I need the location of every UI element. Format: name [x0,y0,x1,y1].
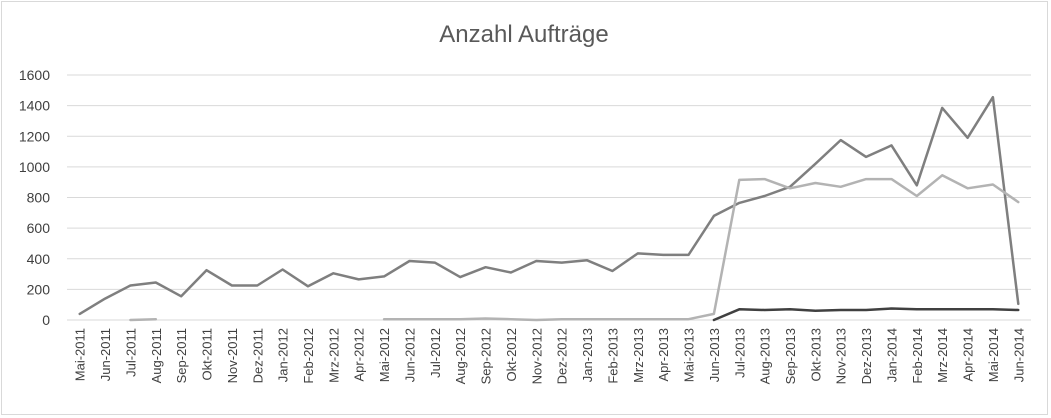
x-tick-label: Jun-2011 [98,328,113,381]
gridlines [67,74,1031,321]
x-tick-label: Aug-2011 [149,328,164,383]
x-tick-label: Jun-2014 [1011,328,1026,382]
x-tick-label: Feb-2012 [301,328,316,384]
x-tick-label: Nov-2011 [225,328,240,383]
x-tick-label: Mrz-2013 [631,328,646,383]
x-tick-label: Mai-2012 [377,328,392,382]
x-tick-label: Okt-2013 [808,328,823,381]
x-tick-label: Okt-2011 [200,328,215,381]
x-tick-label: Jun-2013 [707,328,722,382]
x-tick-label: Jul-2012 [428,328,443,378]
y-tick-label: 1200 [19,128,50,144]
x-tick-label: Jan-2014 [884,328,899,382]
x-tick-label: Mrz-2014 [935,328,950,383]
x-axis-ticks: Mai-2011 Jun-2011 Jul-2011 Aug-2011 Sep-2011… [73,328,1027,384]
x-tick-label: Mai-2013 [682,328,697,382]
x-tick-label: Sep-2013 [783,328,798,384]
series-lines [78,95,1020,322]
x-tick-label: Feb-2013 [605,328,620,384]
x-tick-label: Dez-2012 [555,328,570,384]
x-tick-label: Feb-2014 [910,328,925,384]
x-tick-label: Apr-2012 [352,328,367,381]
x-tick-label: Jan-2012 [276,328,291,382]
x-tick-label: Jul-2013 [732,328,747,378]
x-tick-label: Mai-2011 [73,328,88,381]
x-tick-label: Sep-2012 [479,328,494,384]
y-tick-label: 400 [27,251,51,267]
x-tick-label: Apr-2014 [961,328,976,381]
series-line-1 [78,95,1020,316]
x-tick-label: Sep-2011 [174,328,189,383]
x-tick-label: Dez-2013 [859,328,874,384]
y-tick-label: 1400 [19,98,50,114]
x-tick-label: Apr-2013 [656,328,671,381]
series-line-3 [712,307,1020,322]
x-tick-label: Nov-2012 [529,328,544,384]
x-tick-label: Dez-2011 [250,328,265,383]
x-tick-label: Aug-2012 [453,328,468,384]
x-tick-label: Okt-2012 [504,328,519,381]
y-axis-ticks: 0 200 400 600 800 1000 1200 1400 1600 [19,67,50,328]
y-tick-label: 800 [27,190,51,206]
x-tick-label: Nov-2013 [834,328,849,384]
x-tick-label: Jul-2011 [123,328,138,377]
series-line-2 [129,174,1020,322]
chart-title: Anzahl Aufträge [439,21,608,48]
x-tick-label: Mai-2014 [986,328,1001,382]
y-tick-label: 0 [42,312,50,328]
y-tick-label: 200 [27,281,51,297]
y-tick-label: 600 [27,220,51,236]
y-tick-label: 1000 [19,159,50,175]
y-tick-label: 1600 [19,67,50,83]
x-tick-label: Aug-2013 [758,328,773,384]
x-tick-label: Jan-2013 [580,328,595,382]
x-tick-label: Mrz-2012 [326,328,341,383]
x-tick-label: Jun-2012 [402,328,417,382]
